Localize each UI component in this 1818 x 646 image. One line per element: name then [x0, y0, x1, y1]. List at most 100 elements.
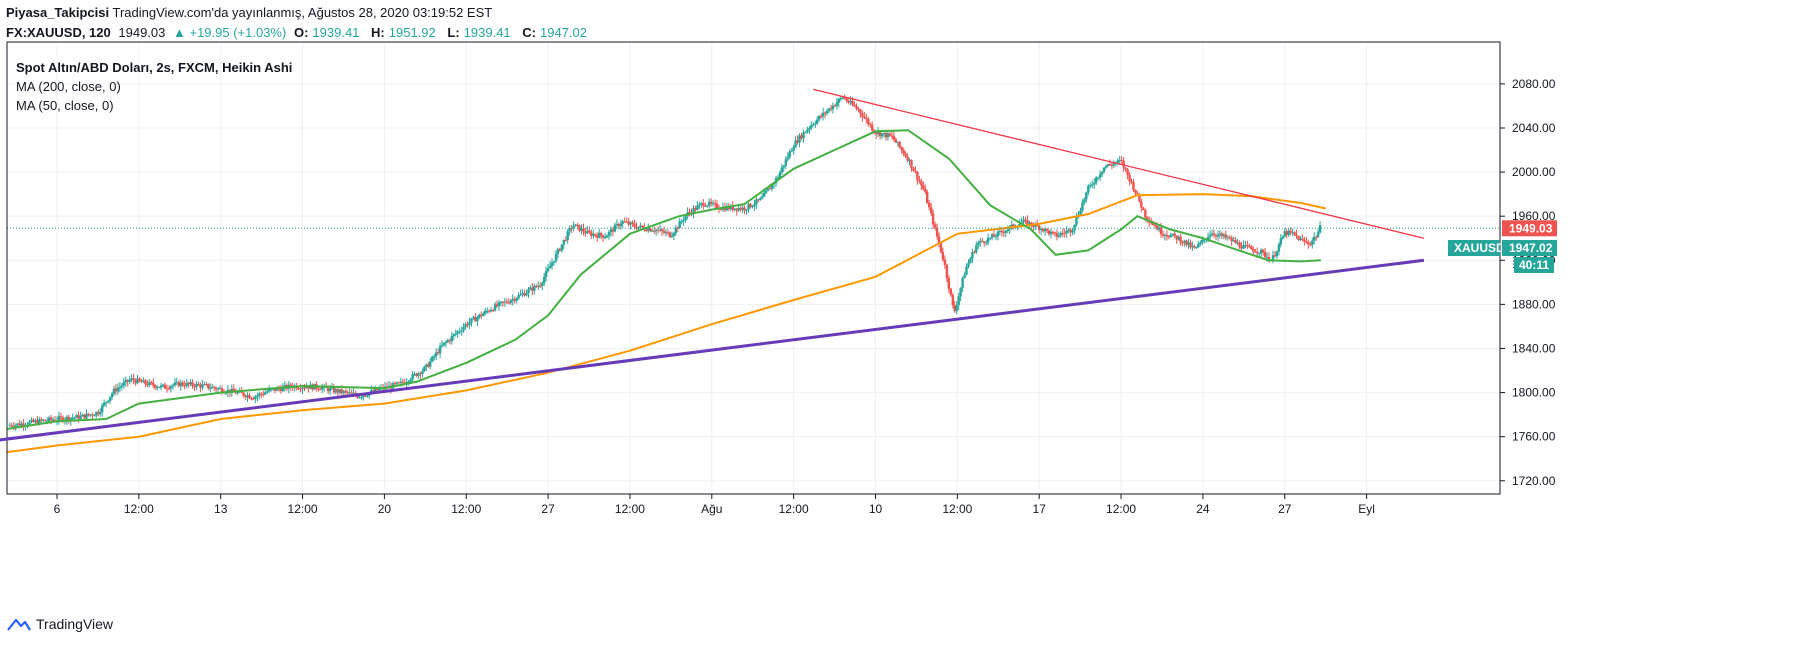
candle-body: [959, 288, 962, 297]
candle-body: [845, 98, 848, 101]
candle-body: [816, 119, 819, 124]
candle-body: [704, 205, 707, 207]
lower-trendline[interactable]: [0, 258, 1425, 442]
candle-body: [1177, 236, 1180, 240]
candle-body: [1041, 229, 1045, 232]
candle-body: [584, 231, 587, 234]
candle-body: [169, 386, 173, 389]
candle-body: [670, 236, 674, 238]
author-name[interactable]: Piyasa_Takipcisi: [6, 5, 110, 20]
ma50-legend[interactable]: MA (50, close, 0): [16, 98, 114, 113]
candle-body: [209, 388, 212, 389]
candle-body: [1271, 255, 1275, 261]
candle-body: [413, 373, 416, 375]
low-label: L:: [447, 25, 460, 40]
candle-body: [163, 384, 167, 389]
open-label: O:: [293, 25, 309, 40]
candle-body: [417, 373, 420, 376]
candle-body: [639, 225, 642, 228]
candle-body: [142, 380, 145, 383]
candle-body: [364, 395, 367, 397]
candle-body: [1053, 232, 1057, 234]
candle-body: [992, 234, 996, 237]
candle-body: [442, 342, 446, 345]
candle-body: [586, 230, 589, 234]
candle-body: [181, 382, 184, 386]
ma200-legend[interactable]: MA (200, close, 0): [16, 79, 121, 94]
candle-body: [77, 415, 80, 419]
candle-body: [273, 388, 277, 391]
x-tick-label-4: 20: [378, 502, 392, 516]
candle-body: [1285, 231, 1288, 235]
candle-body: [1073, 224, 1076, 231]
candle-body: [130, 378, 133, 380]
candle-body: [438, 346, 442, 354]
candle-body: [65, 416, 68, 420]
candle-body: [654, 229, 658, 232]
candle-body: [876, 131, 880, 134]
candle-body: [812, 124, 815, 126]
candle-body: [342, 391, 345, 394]
candle-body: [1069, 229, 1072, 233]
tradingview-cloud-icon: [7, 618, 31, 631]
candle-body: [1187, 242, 1190, 245]
time-axis[interactable]: 6 12:00 13 12:00 20 12:00 27 12:00 Ağu 12:00 10 12:…: [54, 494, 1375, 516]
candle-body: [985, 242, 988, 244]
candle-body: [328, 388, 332, 392]
candle-body: [1258, 253, 1261, 255]
candle-body: [1018, 223, 1021, 227]
candle-body: [134, 380, 137, 384]
candle-body: [297, 388, 300, 390]
candle-body: [157, 387, 161, 389]
candle-body: [696, 205, 699, 210]
candle-body: [613, 225, 617, 232]
candle-body: [42, 420, 45, 421]
candle-body: [1124, 167, 1127, 170]
price-axis[interactable]: 1720.001760.001800.001840.001880.001920.…: [1500, 77, 1556, 488]
candle-body: [319, 389, 322, 391]
candle-body: [201, 384, 204, 388]
candle-body: [1138, 194, 1141, 202]
candle-body: [401, 381, 404, 383]
candle-body: [236, 392, 239, 394]
candle-body: [961, 278, 964, 289]
candle-body: [1108, 164, 1112, 166]
series-title[interactable]: Spot Altın/ABD Doları, 2s, FXCM, Heikin …: [16, 60, 293, 75]
candle-body: [484, 310, 487, 314]
candle-body: [148, 382, 151, 386]
candle-body: [126, 380, 129, 382]
candle-body: [1146, 217, 1149, 220]
close-price-label-bg: [1502, 240, 1557, 256]
countdown-label: 40:11: [1519, 258, 1549, 272]
candle-body: [768, 188, 772, 190]
candle-body: [957, 296, 960, 306]
high-value: 1951.92: [388, 25, 436, 40]
candle-body: [910, 159, 913, 168]
candle-body: [1210, 233, 1214, 236]
candle-body: [666, 232, 670, 234]
candle-body: [1226, 237, 1229, 239]
candle-body: [1281, 236, 1284, 239]
candle-body: [1315, 236, 1318, 238]
open-value: 1939.41: [312, 25, 360, 40]
candle-body: [708, 201, 711, 206]
close-value: 1947.02: [540, 25, 587, 40]
candle-body: [1238, 242, 1241, 247]
upper-trendline[interactable]: [813, 88, 1425, 239]
candle-body: [633, 223, 636, 227]
candle-body: [85, 413, 88, 419]
candle-body: [191, 382, 194, 386]
candle-body: [281, 386, 285, 391]
candlestick-series: [8, 94, 1322, 432]
candle-body: [1040, 229, 1043, 230]
candle-body: [802, 132, 805, 139]
candle-body: [935, 227, 939, 237]
candle-body: [580, 228, 583, 231]
candle-body: [1256, 251, 1259, 254]
candle-body: [649, 228, 652, 231]
candle-body: [706, 205, 709, 207]
footer-brand[interactable]: TradingView: [6, 616, 113, 632]
candle-body: [340, 389, 343, 394]
candle-body: [849, 100, 852, 103]
